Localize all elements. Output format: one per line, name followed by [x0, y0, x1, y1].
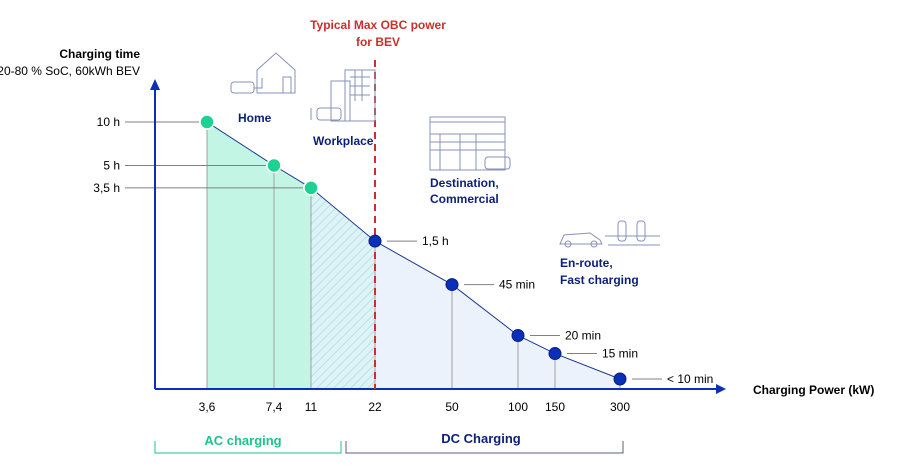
use-case-workplace: Workplace — [313, 134, 374, 148]
workplace-icon — [310, 69, 376, 122]
dc-data-point — [613, 372, 627, 386]
x-tick-label: 150 — [545, 400, 565, 414]
dc-data-point — [368, 234, 382, 248]
destination-icon — [429, 116, 511, 171]
ac-data-point — [303, 180, 319, 196]
time-label: 3,5 h — [93, 181, 120, 195]
time-label: 5 h — [103, 159, 120, 173]
dc-data-point — [445, 278, 459, 292]
y-axis-arrow-icon — [150, 79, 160, 90]
x-tick-label: 7,4 — [266, 400, 283, 414]
use-case-destination-line1: Destination, — [430, 176, 499, 190]
ac-charging-label: AC charging — [204, 433, 281, 448]
fast-charger-icon — [559, 220, 660, 248]
time-label: < 10 min — [667, 372, 713, 386]
time-label: 20 min — [565, 328, 601, 342]
x-axis-arrow-icon — [716, 384, 726, 394]
x-tick-label: 300 — [610, 400, 630, 414]
ac-data-point — [199, 114, 215, 130]
obc-title-line2: for BEV — [356, 35, 400, 49]
use-case-destination-line2: Commercial — [430, 192, 499, 206]
y-axis-title: Charging time — [59, 47, 140, 61]
obc-title-line1: Typical Max OBC power — [310, 18, 446, 32]
use-case-enroute-line2: Fast charging — [560, 273, 639, 287]
dc-bracket — [345, 441, 624, 454]
time-label: 1,5 h — [422, 234, 449, 248]
ac-data-point — [266, 157, 282, 174]
x-tick-label: 11 — [305, 400, 318, 414]
ac-extended-area — [311, 187, 375, 389]
use-case-enroute-line1: En-route, — [560, 256, 613, 270]
dc-charging-label: DC Charging — [441, 431, 521, 446]
x-axis-title: Charging Power (kW) — [753, 383, 874, 397]
y-axis-subtitle: 20-80 % SoC, 60kWh BEV — [0, 64, 140, 78]
ac-area — [207, 122, 311, 389]
x-tick-label: 3,6 — [199, 400, 216, 414]
dc-area — [375, 241, 620, 389]
ac-bracket — [154, 441, 342, 454]
x-tick-label: 22 — [368, 400, 382, 414]
dc-data-point — [511, 328, 525, 342]
home-icon — [230, 52, 296, 94]
time-label: 45 min — [499, 278, 535, 292]
x-tick-label: 100 — [508, 400, 528, 414]
dc-data-point — [548, 347, 562, 361]
time-label: 10 h — [97, 115, 120, 129]
x-tick-label: 50 — [445, 400, 459, 414]
time-label: 15 min — [602, 347, 638, 361]
use-case-home: Home — [238, 111, 272, 125]
